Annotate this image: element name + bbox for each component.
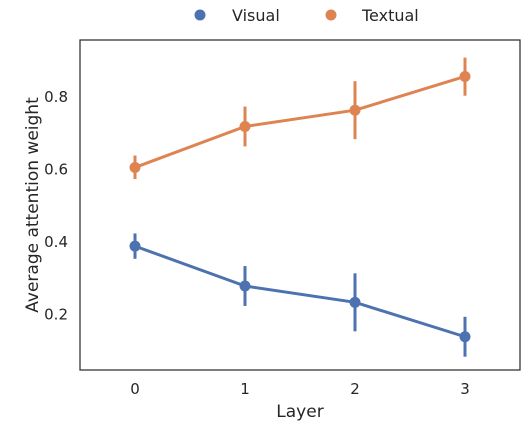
data-point-visual [459,331,471,343]
legend-marker-visual [194,9,206,21]
data-point-textual [239,121,251,132]
x-tick-label: 1 [240,380,250,398]
x-axis: 0 1 2 3 Layer [130,380,470,422]
y-tick-label: 0.4 [44,233,68,251]
y-axis: 0.2 0.4 0.6 0.8 Average attention weight [23,88,68,324]
data-point-visual [349,296,361,308]
series-layer [129,57,471,357]
series-line-textual [134,75,466,169]
legend: Visual Textual [194,6,419,25]
y-axis-label: Average attention weight [23,97,43,313]
data-point-textual [129,161,141,173]
x-axis-label: Layer [276,402,323,422]
legend-label-textual: Textual [361,6,419,25]
x-tick-label: 3 [460,380,470,398]
plot-frame [79,39,521,371]
legend-marker-textual [325,9,337,21]
series-line-visual [134,244,466,339]
data-point-visual [129,240,141,252]
data-point-textual [459,70,471,82]
legend-label-visual: Visual [232,6,280,25]
y-tick-label: 0.8 [44,88,68,106]
y-tick-label: 0.6 [44,161,68,179]
x-tick-label: 2 [350,380,360,398]
data-point-textual [349,104,361,116]
y-tick-label: 0.2 [44,306,68,324]
data-point-visual [239,280,251,292]
x-tick-label: 0 [130,380,140,398]
